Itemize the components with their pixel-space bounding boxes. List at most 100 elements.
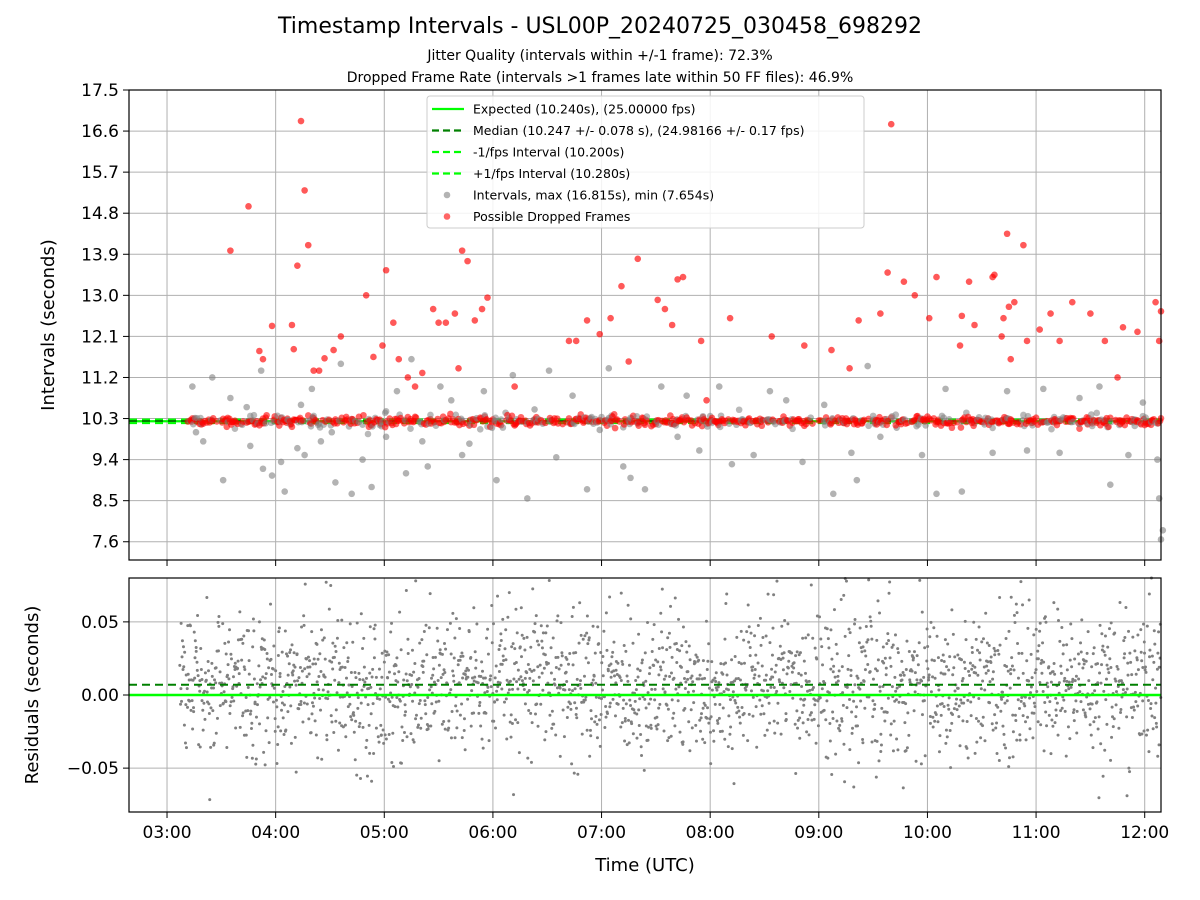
- residual-point: [1103, 748, 1107, 752]
- residual-point: [764, 634, 768, 638]
- residual-point: [522, 688, 526, 692]
- residual-point: [604, 715, 608, 719]
- residual-point: [1012, 613, 1016, 617]
- interval-point: [1088, 422, 1096, 430]
- residual-point: [240, 658, 244, 662]
- residual-point: [1038, 629, 1042, 633]
- residual-point: [801, 636, 805, 640]
- residual-point: [1036, 657, 1040, 661]
- residual-point: [344, 735, 348, 739]
- residual-point: [646, 691, 650, 695]
- residual-point: [310, 701, 314, 705]
- residual-point: [863, 668, 867, 672]
- residual-point: [452, 674, 456, 678]
- interval-point: [247, 442, 254, 450]
- residual-point: [363, 680, 367, 684]
- residual-point: [1021, 603, 1025, 607]
- residual-point: [626, 603, 630, 607]
- residual-point: [933, 719, 937, 723]
- residual-point: [346, 660, 350, 664]
- residual-point: [581, 637, 585, 641]
- residual-point: [214, 731, 218, 735]
- residual-point: [750, 668, 754, 672]
- residual-point: [514, 718, 518, 722]
- residual-point: [359, 701, 363, 705]
- residual-point: [742, 661, 746, 665]
- residual-point: [761, 635, 765, 639]
- residual-point: [472, 679, 476, 683]
- dropped-frame-point: [1005, 303, 1013, 311]
- residual-point: [429, 724, 433, 728]
- residual-point: [859, 699, 863, 703]
- residual-point: [1069, 622, 1073, 626]
- residual-point: [497, 647, 501, 651]
- residual-point: [661, 687, 665, 691]
- residual-point: [997, 758, 1001, 762]
- residual-point: [1070, 665, 1074, 669]
- residual-point: [554, 666, 558, 670]
- residual-point: [395, 696, 399, 700]
- residual-point: [294, 683, 298, 687]
- residual-point: [192, 706, 196, 710]
- residual-point: [194, 649, 198, 653]
- residual-point: [981, 724, 985, 728]
- residual-point: [961, 719, 965, 723]
- residual-point: [430, 702, 434, 706]
- residual-point: [261, 675, 265, 679]
- residual-point: [927, 678, 931, 682]
- x-tick-label: 10:00: [903, 823, 952, 843]
- interval-point: [301, 451, 308, 459]
- residual-point: [1127, 629, 1131, 633]
- residual-point: [646, 620, 650, 624]
- residual-point: [968, 661, 972, 665]
- residual-point: [1106, 667, 1110, 671]
- residual-point: [656, 660, 660, 664]
- residual-point: [203, 689, 207, 693]
- residual-point: [388, 700, 392, 704]
- residual-point: [280, 701, 284, 705]
- residual-point: [554, 733, 558, 737]
- interval-point: [257, 367, 265, 374]
- residual-point: [263, 763, 267, 767]
- residual-point: [271, 700, 275, 704]
- residual-point: [1051, 724, 1055, 728]
- residual-point: [313, 719, 317, 723]
- residual-point: [991, 677, 995, 681]
- residual-point: [729, 725, 733, 729]
- residual-point: [1072, 719, 1076, 723]
- residual-point: [752, 676, 756, 680]
- residual-point: [330, 660, 334, 664]
- residual-point: [537, 643, 541, 647]
- residual-point: [571, 605, 575, 609]
- residual-point: [772, 593, 776, 597]
- residual-point: [226, 663, 230, 667]
- residual-point: [421, 665, 425, 669]
- residual-point: [556, 614, 560, 618]
- residual-point: [693, 661, 697, 665]
- residual-point: [616, 702, 620, 706]
- residual-point: [879, 732, 883, 736]
- residual-point: [780, 624, 784, 628]
- residual-point: [414, 717, 418, 721]
- residual-point: [427, 626, 431, 630]
- residual-point: [269, 602, 273, 606]
- residual-point: [311, 704, 315, 708]
- residual-point: [717, 716, 721, 720]
- residual-point: [1118, 601, 1122, 605]
- residual-point: [753, 667, 757, 671]
- residual-point: [666, 707, 670, 711]
- bottom-y-tick-label: 0.00: [81, 686, 119, 706]
- residual-point: [1107, 627, 1111, 631]
- residual-point: [188, 699, 192, 703]
- residual-point: [314, 733, 318, 737]
- residual-point: [511, 687, 515, 691]
- residual-point: [601, 654, 605, 658]
- residual-point: [1153, 642, 1157, 646]
- interval-point: [359, 456, 366, 463]
- interval-point: [424, 463, 432, 470]
- residual-point: [968, 674, 972, 678]
- residual-point: [821, 663, 825, 667]
- residual-point: [611, 697, 615, 701]
- residual-point: [792, 666, 796, 670]
- residual-point: [848, 698, 852, 702]
